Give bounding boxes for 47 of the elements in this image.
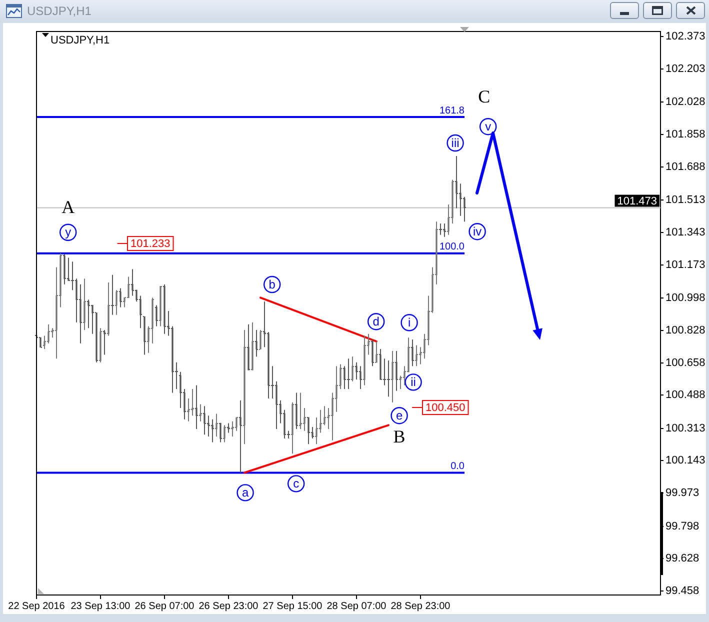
annotation: a (242, 486, 249, 500)
y-tick-label: 101.343 (666, 226, 706, 238)
annotation: B (393, 426, 406, 446)
x-tick-label: 22 Sep 2016 (8, 600, 66, 612)
y-tick-label: 100.828 (666, 324, 706, 336)
chart-subtitle: USDJPY,H1 (50, 34, 110, 47)
y-tick-label: 99.628 (666, 552, 700, 565)
y-tick-label: 102.028 (666, 96, 706, 108)
annotation: iv (472, 224, 482, 238)
annotation: A (62, 197, 75, 218)
x-tick-label: 28 Sep 23:00 (390, 600, 451, 612)
annotation: ii (410, 374, 416, 389)
y-tick-label: 101.858 (666, 128, 706, 141)
annotation: v (485, 119, 492, 134)
y-tick-label: 99.973 (666, 487, 700, 500)
annotation: 100.450 (426, 402, 466, 414)
x-tick-label: 27 Sep 15:00 (262, 600, 323, 612)
y-tick-label: 101.688 (666, 160, 706, 173)
y-tick-label: 102.373 (666, 30, 706, 43)
y-tick-label: 100.488 (666, 389, 706, 402)
x-tick-label: 23 Sep 13:00 (70, 600, 131, 612)
annotation: d (372, 314, 380, 328)
annotation: iii (451, 136, 460, 150)
annotation: e (396, 408, 403, 422)
ref-line-label: 101.473 (617, 195, 657, 208)
annotation: 161.8 (439, 105, 465, 116)
annotation: c (293, 476, 300, 490)
y-tick-label: 100.998 (666, 292, 706, 304)
y-tick-label: 101.173 (666, 258, 706, 271)
x-tick-label: 26 Sep 23:00 (198, 600, 259, 612)
annotation: 0.0 (450, 460, 465, 472)
annotation: i (408, 315, 411, 330)
y-tick-label: 99.458 (666, 585, 700, 598)
x-tick-label: 26 Sep 07:00 (134, 600, 195, 612)
y-tick-label: 100.143 (666, 454, 706, 467)
annotation: y (65, 225, 72, 240)
annotation: C (478, 86, 490, 106)
y-tick-label: 101.513 (666, 194, 706, 206)
annotation: 100.0 (439, 242, 465, 253)
y-tick-label: 100.658 (666, 356, 706, 369)
x-tick-label: 28 Sep 07:00 (326, 600, 387, 612)
y-tick-label: 100.313 (666, 422, 706, 434)
y-tick-label: 99.798 (666, 520, 700, 532)
annotation: 101.233 (130, 238, 170, 250)
annotation: b (268, 277, 276, 292)
y-tick-label: 102.203 (666, 62, 706, 75)
chart-title: USDJPY,H1 (27, 4, 92, 18)
